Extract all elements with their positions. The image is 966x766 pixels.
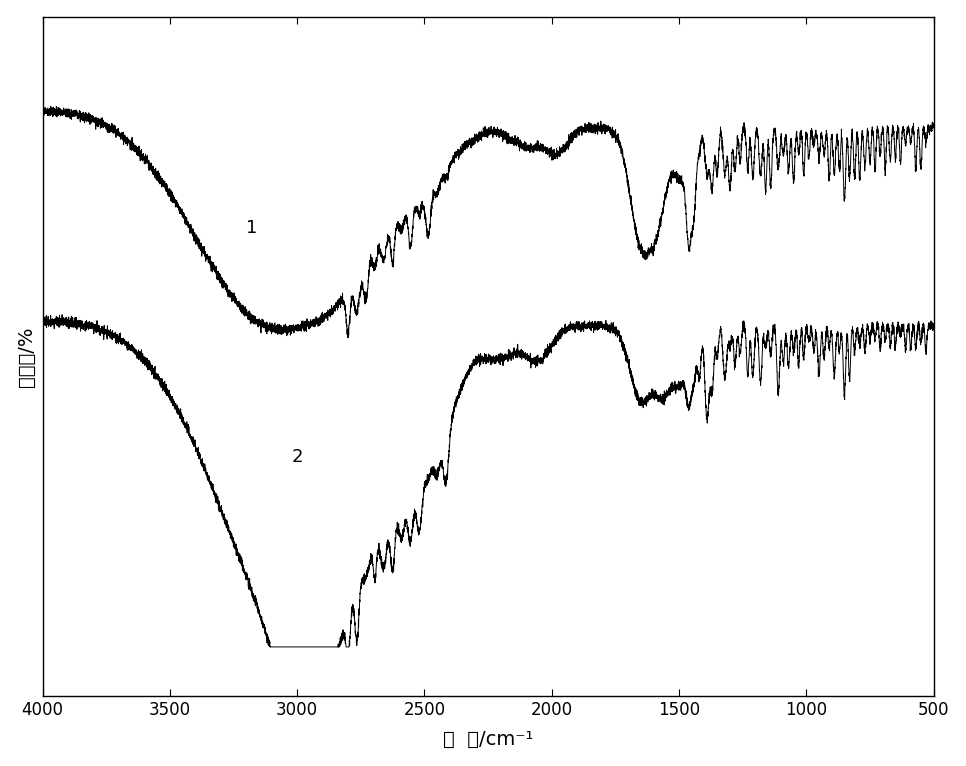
X-axis label: 波  数/cm⁻¹: 波 数/cm⁻¹ [442, 730, 533, 749]
Y-axis label: 透过率/%: 透过率/% [16, 326, 36, 387]
Text: 2: 2 [292, 447, 303, 466]
Text: 1: 1 [246, 219, 258, 237]
